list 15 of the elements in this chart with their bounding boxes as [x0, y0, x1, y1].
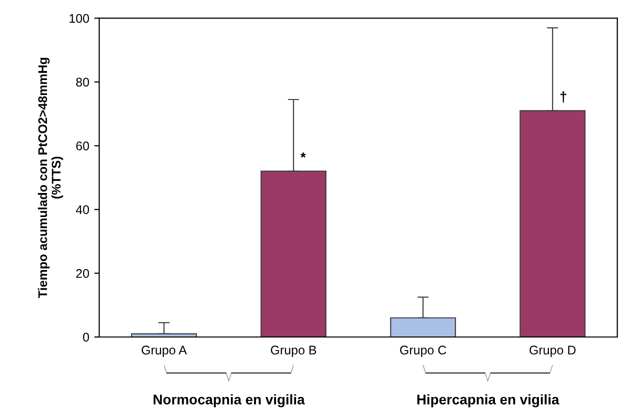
x-tick-label: Grupo C [400, 346, 446, 357]
y-tick-label: 40 [76, 205, 90, 214]
y-tick-label: 0 [83, 332, 90, 342]
y-tick-label: 60 [76, 142, 90, 150]
y-tick-label: 20 [76, 269, 90, 278]
x-tick-label: Grupo D [530, 346, 576, 357]
text: Normocapnia en vigilia [154, 394, 305, 408]
text: Hipercapnia en vigilia [417, 394, 560, 408]
annotation: † [560, 91, 566, 102]
y-tick-label: 100 [70, 14, 90, 23]
y-axis-title: Tiempo acumulado con PtCO2>48mmHg (%TTS) [38, 58, 64, 298]
annotation: * [300, 152, 306, 158]
y-tick-label: 80 [76, 78, 90, 87]
x-tick-label: Grupo A [142, 346, 187, 357]
x-tick-label: Grupo B [270, 346, 316, 357]
